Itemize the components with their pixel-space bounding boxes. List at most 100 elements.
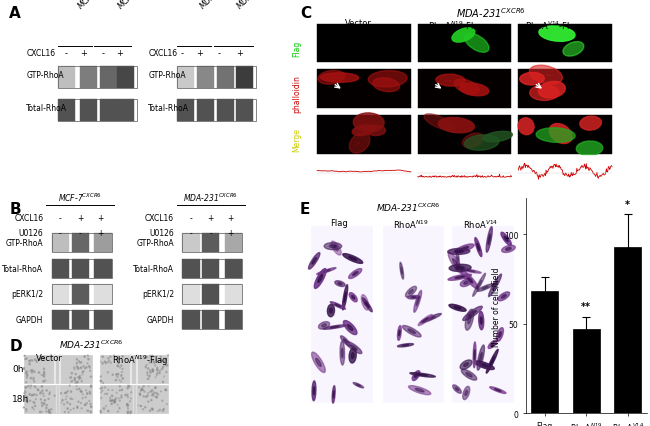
Ellipse shape: [151, 400, 152, 401]
Ellipse shape: [34, 381, 35, 382]
Ellipse shape: [83, 366, 84, 367]
Bar: [237, 100, 254, 121]
Bar: [100, 66, 117, 89]
Ellipse shape: [465, 309, 474, 331]
Ellipse shape: [152, 393, 154, 395]
Ellipse shape: [166, 365, 168, 366]
Ellipse shape: [463, 282, 469, 285]
Ellipse shape: [157, 368, 158, 369]
Bar: [183, 233, 242, 253]
Ellipse shape: [122, 368, 123, 369]
Bar: [202, 233, 220, 253]
Ellipse shape: [68, 412, 69, 413]
Ellipse shape: [143, 409, 144, 410]
Ellipse shape: [538, 82, 566, 99]
Ellipse shape: [146, 396, 147, 397]
Text: MCF-7$^{CXCR6}$: MCF-7$^{CXCR6}$: [114, 0, 154, 12]
Ellipse shape: [88, 359, 89, 360]
Ellipse shape: [87, 393, 88, 394]
Ellipse shape: [90, 376, 92, 377]
Ellipse shape: [44, 371, 45, 373]
Ellipse shape: [409, 290, 413, 294]
Ellipse shape: [86, 403, 87, 404]
Ellipse shape: [36, 394, 37, 396]
Ellipse shape: [162, 410, 163, 412]
Text: U0126: U0126: [150, 229, 174, 238]
Ellipse shape: [33, 401, 34, 403]
Ellipse shape: [489, 387, 506, 394]
Ellipse shape: [49, 394, 50, 395]
Ellipse shape: [400, 263, 404, 279]
Ellipse shape: [349, 348, 356, 363]
Ellipse shape: [77, 407, 78, 409]
Ellipse shape: [66, 392, 67, 393]
Ellipse shape: [316, 358, 321, 366]
Ellipse shape: [46, 411, 47, 412]
Ellipse shape: [330, 302, 345, 309]
Ellipse shape: [166, 371, 167, 373]
Ellipse shape: [127, 387, 129, 389]
Ellipse shape: [90, 411, 92, 413]
Ellipse shape: [81, 391, 82, 392]
Ellipse shape: [463, 386, 470, 400]
Ellipse shape: [152, 370, 153, 371]
Ellipse shape: [482, 287, 488, 289]
Ellipse shape: [100, 376, 101, 377]
Ellipse shape: [65, 399, 66, 400]
Bar: [52, 233, 112, 253]
Ellipse shape: [479, 353, 482, 363]
Ellipse shape: [406, 287, 417, 297]
Ellipse shape: [100, 412, 101, 413]
Ellipse shape: [161, 360, 162, 362]
Ellipse shape: [483, 132, 512, 142]
Ellipse shape: [165, 358, 166, 360]
Ellipse shape: [461, 247, 469, 250]
Text: -: -: [209, 229, 213, 238]
Ellipse shape: [73, 408, 74, 409]
Ellipse shape: [74, 378, 75, 379]
Ellipse shape: [81, 391, 82, 392]
Ellipse shape: [149, 375, 150, 377]
Bar: [225, 233, 242, 253]
Text: GTP-RhoA: GTP-RhoA: [6, 238, 44, 248]
Ellipse shape: [48, 409, 49, 410]
Ellipse shape: [349, 293, 358, 302]
Ellipse shape: [466, 276, 473, 283]
Ellipse shape: [141, 389, 142, 390]
Ellipse shape: [44, 376, 45, 377]
Ellipse shape: [408, 296, 420, 299]
Ellipse shape: [100, 410, 101, 412]
Ellipse shape: [42, 405, 43, 406]
Ellipse shape: [156, 397, 157, 398]
Ellipse shape: [452, 29, 474, 43]
Bar: [177, 100, 194, 121]
Ellipse shape: [29, 361, 30, 362]
Ellipse shape: [415, 389, 424, 392]
Ellipse shape: [486, 227, 492, 253]
Ellipse shape: [32, 394, 33, 396]
Ellipse shape: [86, 393, 88, 394]
Ellipse shape: [529, 66, 562, 85]
Ellipse shape: [477, 284, 493, 292]
Ellipse shape: [49, 410, 50, 411]
Ellipse shape: [352, 296, 355, 299]
Ellipse shape: [157, 394, 159, 395]
Ellipse shape: [328, 305, 335, 317]
Ellipse shape: [341, 336, 350, 346]
Ellipse shape: [452, 259, 458, 268]
Text: -: -: [181, 49, 184, 58]
Ellipse shape: [46, 405, 47, 406]
Ellipse shape: [344, 293, 346, 302]
Ellipse shape: [31, 372, 32, 373]
Ellipse shape: [84, 368, 86, 369]
Ellipse shape: [147, 374, 148, 375]
Ellipse shape: [105, 362, 107, 364]
Ellipse shape: [110, 356, 111, 357]
Ellipse shape: [448, 249, 470, 255]
Ellipse shape: [79, 377, 80, 378]
Ellipse shape: [473, 273, 486, 296]
Ellipse shape: [312, 258, 317, 265]
Ellipse shape: [343, 321, 357, 335]
Ellipse shape: [114, 400, 116, 401]
Ellipse shape: [100, 380, 101, 382]
